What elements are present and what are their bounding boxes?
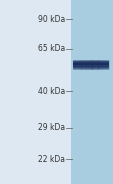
Bar — [105, 60, 106, 70]
Bar — [106, 60, 107, 70]
Bar — [72, 65, 108, 66]
Bar — [86, 60, 87, 70]
Bar — [94, 60, 95, 70]
Bar — [88, 60, 89, 70]
Bar — [72, 64, 108, 65]
Bar — [74, 60, 75, 70]
Bar — [72, 67, 108, 68]
Bar — [102, 60, 104, 70]
Bar — [72, 66, 108, 67]
Bar — [80, 60, 81, 70]
Bar — [83, 60, 85, 70]
Bar — [72, 62, 108, 63]
Bar — [72, 62, 108, 63]
Bar — [77, 60, 78, 70]
Bar — [95, 60, 97, 70]
Bar — [78, 60, 80, 70]
Bar — [81, 60, 82, 70]
Bar — [72, 64, 108, 65]
Bar — [100, 60, 101, 70]
Bar — [99, 60, 100, 70]
Bar — [107, 60, 109, 70]
Bar — [92, 60, 93, 70]
Bar — [90, 60, 92, 70]
Bar — [72, 63, 108, 64]
Bar — [70, 0, 113, 184]
Bar — [72, 60, 74, 70]
Text: 65 kDa: 65 kDa — [37, 44, 64, 53]
Bar — [72, 60, 108, 61]
Bar — [72, 61, 108, 62]
Bar — [104, 60, 105, 70]
Bar — [76, 60, 77, 70]
Bar — [72, 60, 108, 61]
Bar — [96, 60, 98, 70]
Bar — [101, 60, 103, 70]
Bar — [98, 60, 99, 70]
Bar — [72, 63, 108, 64]
Text: 22 kDa: 22 kDa — [38, 155, 64, 164]
Bar — [84, 60, 86, 70]
Bar — [89, 60, 91, 70]
Bar — [72, 69, 108, 70]
Bar — [93, 60, 94, 70]
Text: 40 kDa: 40 kDa — [37, 87, 64, 95]
Bar — [82, 60, 83, 70]
Text: 90 kDa: 90 kDa — [37, 15, 64, 24]
Bar — [72, 68, 108, 69]
Bar — [75, 60, 76, 70]
Bar — [72, 65, 108, 66]
Bar — [72, 66, 108, 67]
Text: 29 kDa: 29 kDa — [38, 123, 64, 132]
Bar — [87, 60, 88, 70]
Bar — [72, 68, 108, 69]
Bar — [72, 61, 108, 62]
